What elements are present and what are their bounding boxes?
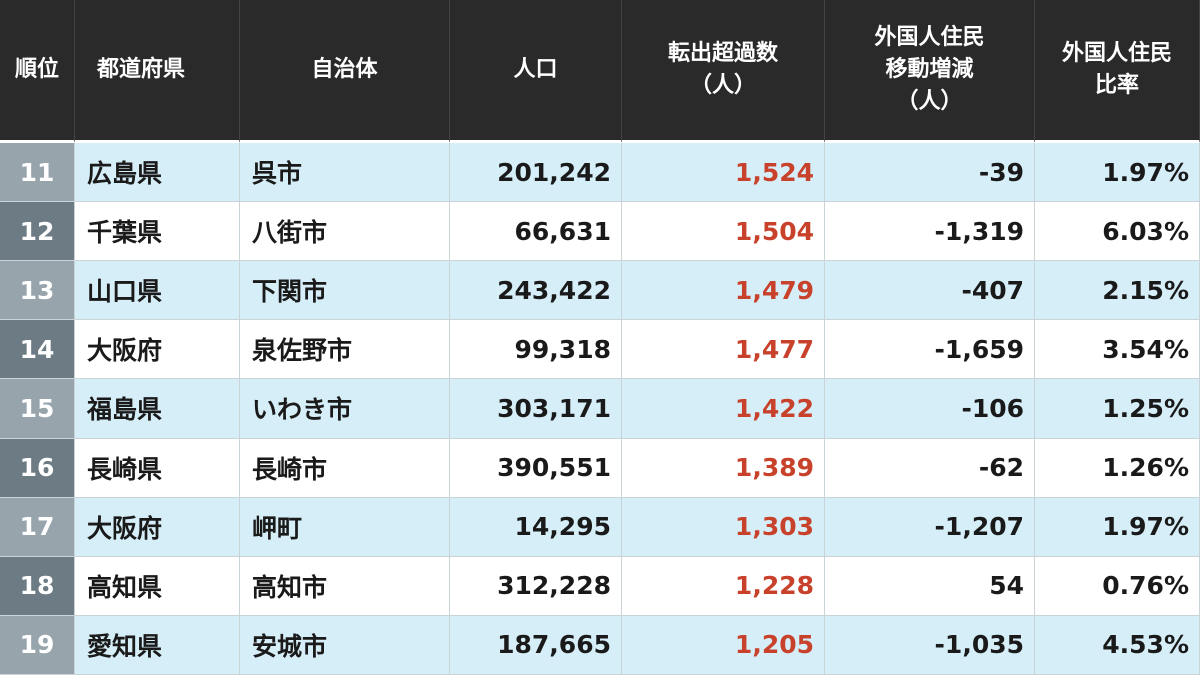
table-cell: 1.26% — [1035, 438, 1200, 498]
header-text: 都道府県 — [97, 57, 186, 83]
table-cell: 高知県 — [75, 556, 240, 616]
table-cell: 0.76% — [1035, 556, 1200, 616]
table-cell: 1.97% — [1035, 497, 1200, 557]
header-text: 転出超過数 — [667, 41, 778, 67]
header-text: 人口 — [513, 57, 558, 83]
rank-cell: 14 — [0, 320, 75, 380]
table-cell: 1,205 — [622, 615, 825, 675]
table-cell: 1,524 — [622, 143, 825, 203]
rank-cell: 16 — [0, 438, 75, 498]
rank-cell: 11 — [0, 143, 75, 203]
table-cell: -1,659 — [825, 320, 1035, 380]
table-cell: 303,171 — [450, 379, 622, 439]
table-cell: -1,207 — [825, 497, 1035, 557]
table-cell: 下関市 — [240, 261, 450, 321]
table-cell: 312,228 — [450, 556, 622, 616]
table-cell: 1,479 — [622, 261, 825, 321]
header-cell: 都道府県 — [75, 0, 240, 143]
table-cell: -106 — [825, 379, 1035, 439]
table-cell: 187,665 — [450, 615, 622, 675]
header-cell: 順位 — [0, 0, 75, 143]
header-cell: 転出超過数 （人） — [622, 0, 825, 143]
table-cell: 66,631 — [450, 202, 622, 262]
rank-cell: 13 — [0, 261, 75, 321]
header-text: 比率 — [1094, 73, 1139, 98]
header-cell: 人口 — [450, 0, 622, 143]
table-cell: 八街市 — [240, 202, 450, 262]
table-cell: -1,319 — [825, 202, 1035, 262]
table-cell: 54 — [825, 556, 1035, 616]
table-cell: 大阪府 — [75, 320, 240, 380]
header-text: （人） — [896, 88, 963, 114]
table-cell: 1,504 — [622, 202, 825, 262]
table-cell: いわき市 — [240, 379, 450, 439]
table-cell: 泉佐野市 — [240, 320, 450, 380]
table-cell: 1,389 — [622, 438, 825, 498]
table-cell: 岬町 — [240, 497, 450, 557]
table-cell: 1,477 — [622, 320, 825, 380]
table-cell: 1,228 — [622, 556, 825, 616]
table-cell: 広島県 — [75, 143, 240, 203]
table-cell: 14,295 — [450, 497, 622, 557]
table-cell: -62 — [825, 438, 1035, 498]
table-cell: 201,242 — [450, 143, 622, 203]
table-cell: 390,551 — [450, 438, 622, 498]
header-text: 移動増減 — [885, 57, 974, 83]
table-cell: 1.97% — [1035, 143, 1200, 203]
table-cell: 安城市 — [240, 615, 450, 675]
table-cell: 福島県 — [75, 379, 240, 439]
table-cell: 1,422 — [622, 379, 825, 439]
table-cell: 1,303 — [622, 497, 825, 557]
table-cell: -407 — [825, 261, 1035, 321]
table-cell: -39 — [825, 143, 1035, 203]
rank-cell: 12 — [0, 202, 75, 262]
header-text: 自治体 — [311, 57, 378, 83]
table-cell: 山口県 — [75, 261, 240, 321]
table-cell: -1,035 — [825, 615, 1035, 675]
table-cell: 1.25% — [1035, 379, 1200, 439]
table-cell: 高知市 — [240, 556, 450, 616]
rank-cell: 18 — [0, 556, 75, 616]
table-cell: 243,422 — [450, 261, 622, 321]
table-cell: 3.54% — [1035, 320, 1200, 380]
header-cell: 外国人住民移動増減 （人） — [825, 0, 1035, 143]
header-text: 外国人住民 — [1061, 41, 1172, 67]
table-cell: 6.03% — [1035, 202, 1200, 262]
table-cell: 愛知県 — [75, 615, 240, 675]
table-cell: 呉市 — [240, 143, 450, 203]
table-cell: 4.53% — [1035, 615, 1200, 675]
header-text: （人） — [689, 73, 756, 98]
header-cell: 外国人住民 比率 — [1035, 0, 1200, 143]
table-cell: 2.15% — [1035, 261, 1200, 321]
header-text: 順位 — [14, 57, 59, 83]
table-cell: 99,318 — [450, 320, 622, 380]
table-cell: 長崎県 — [75, 438, 240, 498]
rank-cell: 19 — [0, 615, 75, 675]
header-cell: 自治体 — [240, 0, 450, 143]
table-cell: 長崎市 — [240, 438, 450, 498]
table-cell: 大阪府 — [75, 497, 240, 557]
table-cell: 千葉県 — [75, 202, 240, 262]
header-text: 外国人住民 — [874, 25, 985, 51]
rank-cell: 15 — [0, 379, 75, 439]
rank-cell: 17 — [0, 497, 75, 557]
